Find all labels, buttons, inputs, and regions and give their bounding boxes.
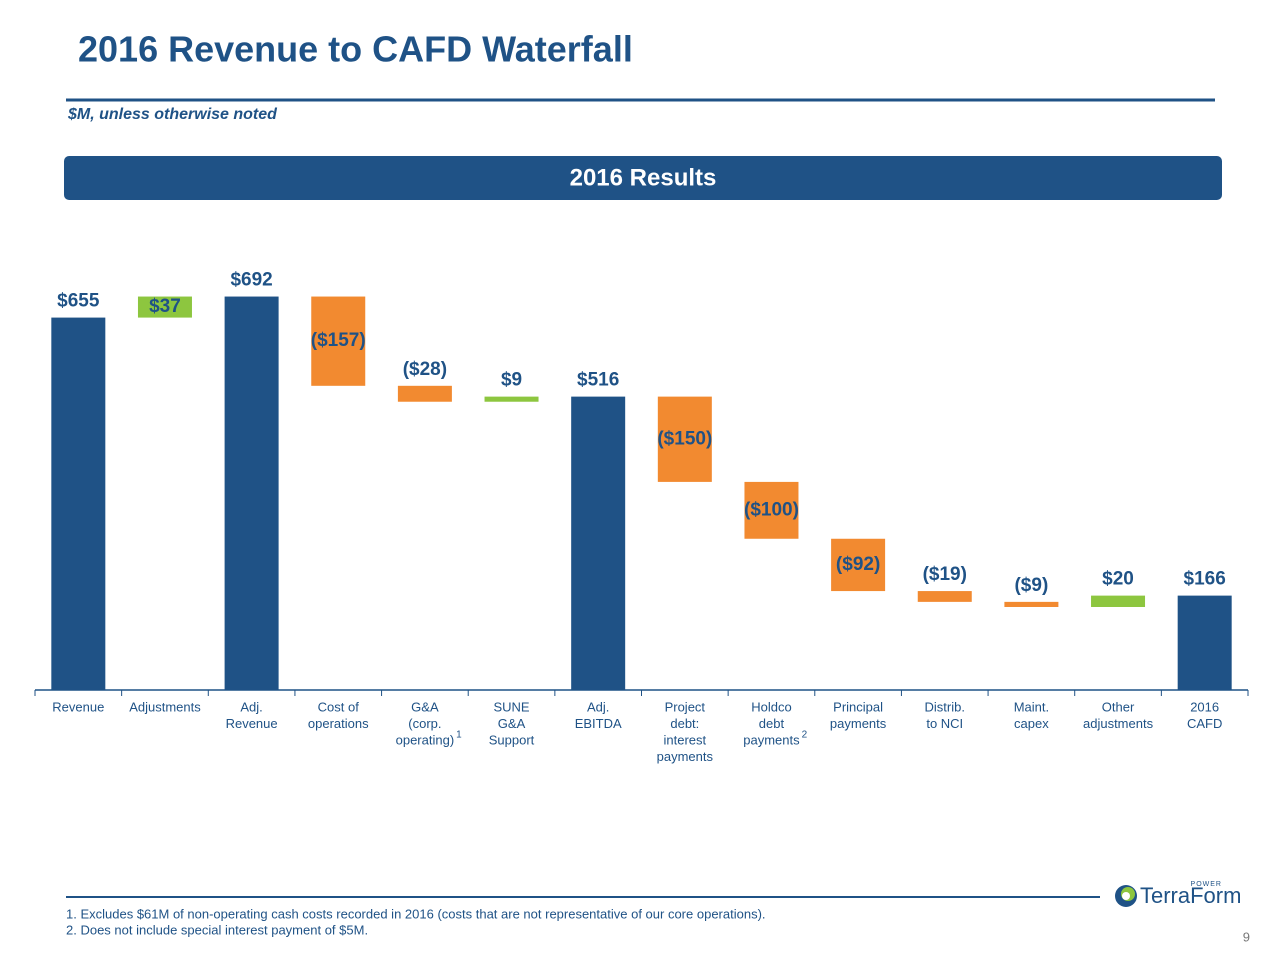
banner: [64, 156, 1222, 200]
bar: [224, 296, 279, 690]
value-label: ($157): [311, 330, 366, 351]
value-label: ($19): [923, 564, 967, 585]
x-tick-label: Principal: [833, 699, 883, 714]
bar: [397, 385, 452, 402]
bar: [1091, 595, 1146, 607]
subtitle: $M, unless otherwise noted: [67, 106, 278, 123]
x-tick-label: Adjustments: [129, 699, 201, 714]
x-tick-label: Distrib.: [925, 699, 965, 714]
x-tick-label: 2016: [1190, 699, 1219, 714]
bar: [1004, 601, 1059, 607]
value-label: ($92): [836, 554, 880, 575]
value-label: ($100): [744, 499, 799, 520]
x-tick-label: G&A: [498, 716, 526, 731]
footnote-mark: 1: [456, 730, 462, 741]
x-tick-label: Revenue: [52, 699, 104, 714]
x-tick-label: interest: [664, 732, 707, 747]
value-label: $37: [149, 296, 181, 317]
footnote: 2. Does not include special interest pay…: [66, 922, 368, 937]
x-tick-label: operating): [396, 732, 455, 747]
value-label: $9: [501, 370, 522, 391]
bar: [137, 296, 192, 318]
value-label: ($9): [1014, 575, 1048, 596]
bar: [484, 396, 539, 402]
x-tick-label: Adj.: [587, 699, 609, 714]
x-tick-label: Adj.: [240, 699, 262, 714]
x-tick-label: payments: [830, 716, 887, 731]
value-label: $516: [577, 370, 619, 391]
bar: [311, 296, 366, 386]
slide-title: 2016 Revenue to CAFD Waterfall: [78, 29, 633, 70]
footnote: 1. Excludes $61M of non-operating cash c…: [66, 906, 766, 921]
x-tick-label: Other: [1102, 699, 1135, 714]
bar: [744, 481, 799, 539]
logo-mark: [1122, 892, 1130, 900]
x-tick-label: to NCI: [926, 716, 963, 731]
x-tick-label: Support: [489, 732, 535, 747]
x-tick-label: Maint.: [1014, 699, 1049, 714]
value-label: $655: [57, 291, 100, 312]
value-label: ($28): [403, 359, 447, 380]
x-tick-label: debt: [759, 716, 785, 731]
logo: TerraForm POWER: [1115, 881, 1241, 908]
x-tick-label: CAFD: [1187, 716, 1222, 731]
logo-tag: POWER: [1191, 881, 1222, 888]
x-tick-label: operations: [308, 716, 369, 731]
bar: [657, 396, 712, 482]
x-tick-label: debt:: [670, 716, 699, 731]
logo-text: TerraForm: [1140, 883, 1241, 908]
value-label: $692: [230, 270, 272, 291]
value-label: $166: [1184, 569, 1226, 590]
x-tick-label: capex: [1014, 716, 1049, 731]
banner-text: 2016 Results: [570, 164, 717, 191]
x-tick-label: adjustments: [1083, 716, 1154, 731]
x-tick-label: SUNE: [493, 699, 529, 714]
page-number: 9: [1243, 929, 1250, 944]
x-tick-label: payments: [743, 732, 800, 747]
x-tick-label: Project: [665, 699, 706, 714]
x-tick-label: Revenue: [226, 716, 278, 731]
x-tick-label: G&A: [411, 699, 439, 714]
bar: [571, 396, 626, 690]
footnote-mark: 2: [802, 730, 808, 741]
x-tick-label: (corp.: [408, 716, 441, 731]
x-tick-label: payments: [657, 749, 714, 764]
x-tick-label: EBITDA: [575, 716, 622, 731]
x-tick-label: Holdco: [751, 699, 791, 714]
bar: [917, 591, 972, 602]
x-tick-label: Cost of: [318, 699, 360, 714]
bar: [831, 538, 886, 592]
value-label: ($150): [657, 428, 712, 449]
value-label: $20: [1102, 569, 1134, 590]
bar: [51, 317, 106, 690]
bar: [1177, 595, 1232, 690]
